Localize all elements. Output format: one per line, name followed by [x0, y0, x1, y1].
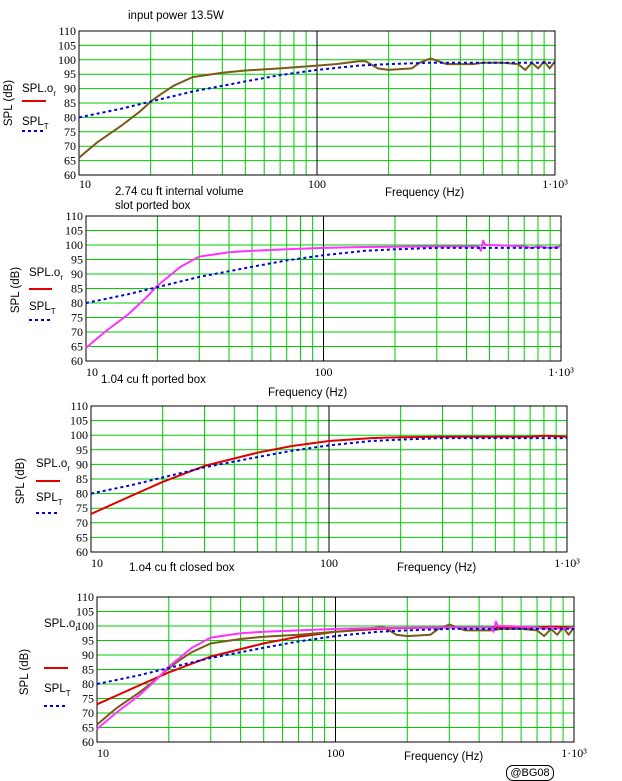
y-tick-label: 100 [65, 238, 83, 252]
y-tick-label: 90 [64, 82, 76, 96]
legend-label: SPL.or [29, 267, 63, 282]
y-tick-label: 110 [58, 24, 76, 38]
y-tick-label: 110 [65, 209, 83, 223]
x-axis-label: Frequency (Hz) [404, 751, 483, 763]
x-tick-label: 10 [79, 177, 91, 191]
y-tick-label: 80 [76, 487, 88, 501]
x-tick-label: 100 [327, 746, 345, 760]
y-tick-label: 60 [76, 545, 88, 559]
y-tick-label: 90 [76, 457, 88, 471]
series-line-magenta [96, 620, 575, 730]
plot-frame [85, 215, 562, 362]
y-tick-label: 80 [71, 296, 83, 310]
y-tick-label: 85 [76, 472, 88, 486]
y-tick-label: 100 [70, 428, 88, 442]
x-tick-label: 100 [315, 365, 333, 379]
y-axis-label: SPL (dB) [3, 80, 15, 126]
y-tick-label: 100 [58, 53, 76, 67]
y-tick-label: 85 [64, 96, 76, 110]
y-tick-label: 90 [71, 267, 83, 281]
annotation: 2.74 cu ft internal volume [115, 186, 244, 198]
y-tick-label: 70 [64, 139, 76, 153]
y-axis-label: SPL (dB) [19, 649, 31, 695]
x-tick-label: 10 [91, 556, 103, 570]
y-tick-label: 110 [76, 590, 94, 604]
y-tick-label: 110 [70, 399, 88, 413]
y-tick-label: 65 [71, 340, 83, 354]
y-tick-label: 70 [76, 516, 88, 530]
series-line-olive [96, 623, 575, 726]
x-tick-label: 10 [97, 746, 109, 760]
watermark: @BG08 [506, 765, 554, 781]
plot-frame [78, 30, 556, 176]
y-tick-label: 105 [70, 414, 88, 428]
y-tick-label: 85 [71, 282, 83, 296]
legend-label: SPL.or [36, 458, 70, 473]
series-line-red [90, 434, 568, 515]
y-tick-label: 105 [58, 38, 76, 52]
series-line-magenta [85, 239, 562, 349]
x-tick-label: 1·10³ [561, 746, 587, 760]
annotation: slot ported box [115, 200, 191, 212]
x-axis-label: Frequency (Hz) [397, 562, 476, 574]
series-line-blue [96, 627, 574, 685]
plot-frame [96, 596, 575, 743]
y-tick-label: 105 [76, 605, 94, 619]
y-tick-label: 70 [82, 706, 94, 720]
series-line-blue [78, 61, 555, 119]
y-tick-label: 105 [65, 224, 83, 238]
y-tick-label: 75 [76, 501, 88, 515]
y-tick-label: 90 [82, 648, 94, 662]
y-tick-label: 60 [64, 168, 76, 182]
x-tick-label: 100 [320, 556, 338, 570]
x-axis-label: Frequency (Hz) [268, 387, 347, 399]
annotation: input power 13.5W [128, 10, 224, 22]
y-tick-label: 95 [82, 634, 94, 648]
y-tick-label: 75 [71, 311, 83, 325]
y-tick-label: 95 [71, 253, 83, 267]
y-tick-label: 60 [71, 354, 83, 368]
y-tick-label: 80 [82, 677, 94, 691]
y-tick-label: 85 [82, 663, 94, 677]
x-tick-label: 1·10³ [548, 365, 574, 379]
series-line-blue [90, 437, 567, 495]
series-line-blue [85, 246, 561, 304]
y-tick-label: 100 [76, 619, 94, 633]
plot-frame [90, 405, 568, 553]
x-tick-label: 1·10³ [542, 177, 568, 191]
y-tick-label: 75 [64, 125, 76, 139]
y-axis-label: SPL (dB) [10, 267, 22, 313]
x-tick-label: 1·10³ [554, 556, 580, 570]
y-axis-label: SPL (dB) [15, 458, 27, 504]
annotation: 1.o4 cu ft closed box [129, 562, 235, 574]
y-tick-label: 80 [64, 110, 76, 124]
y-tick-label: 65 [76, 530, 88, 544]
legend-label: SPLT [44, 683, 71, 698]
y-tick-label: 70 [71, 325, 83, 339]
x-axis-label: Frequency (Hz) [385, 187, 464, 199]
series-line-olive [78, 57, 556, 159]
y-tick-label: 65 [82, 721, 94, 735]
y-tick-label: 95 [64, 67, 76, 81]
y-tick-label: 60 [82, 735, 94, 749]
annotation: 1.04 cu ft ported box [101, 374, 206, 386]
y-tick-label: 65 [64, 154, 76, 168]
y-tick-label: 75 [82, 692, 94, 706]
y-tick-label: 95 [76, 443, 88, 457]
x-tick-label: 100 [308, 177, 326, 191]
x-tick-label: 10 [86, 365, 98, 379]
legend-label: SPL.or [22, 83, 56, 98]
legend-label: SPLT [29, 301, 56, 316]
legend-label: SPLT [36, 492, 63, 507]
legend-label: SPL.or [44, 618, 78, 633]
legend-label: SPLT [22, 116, 49, 131]
